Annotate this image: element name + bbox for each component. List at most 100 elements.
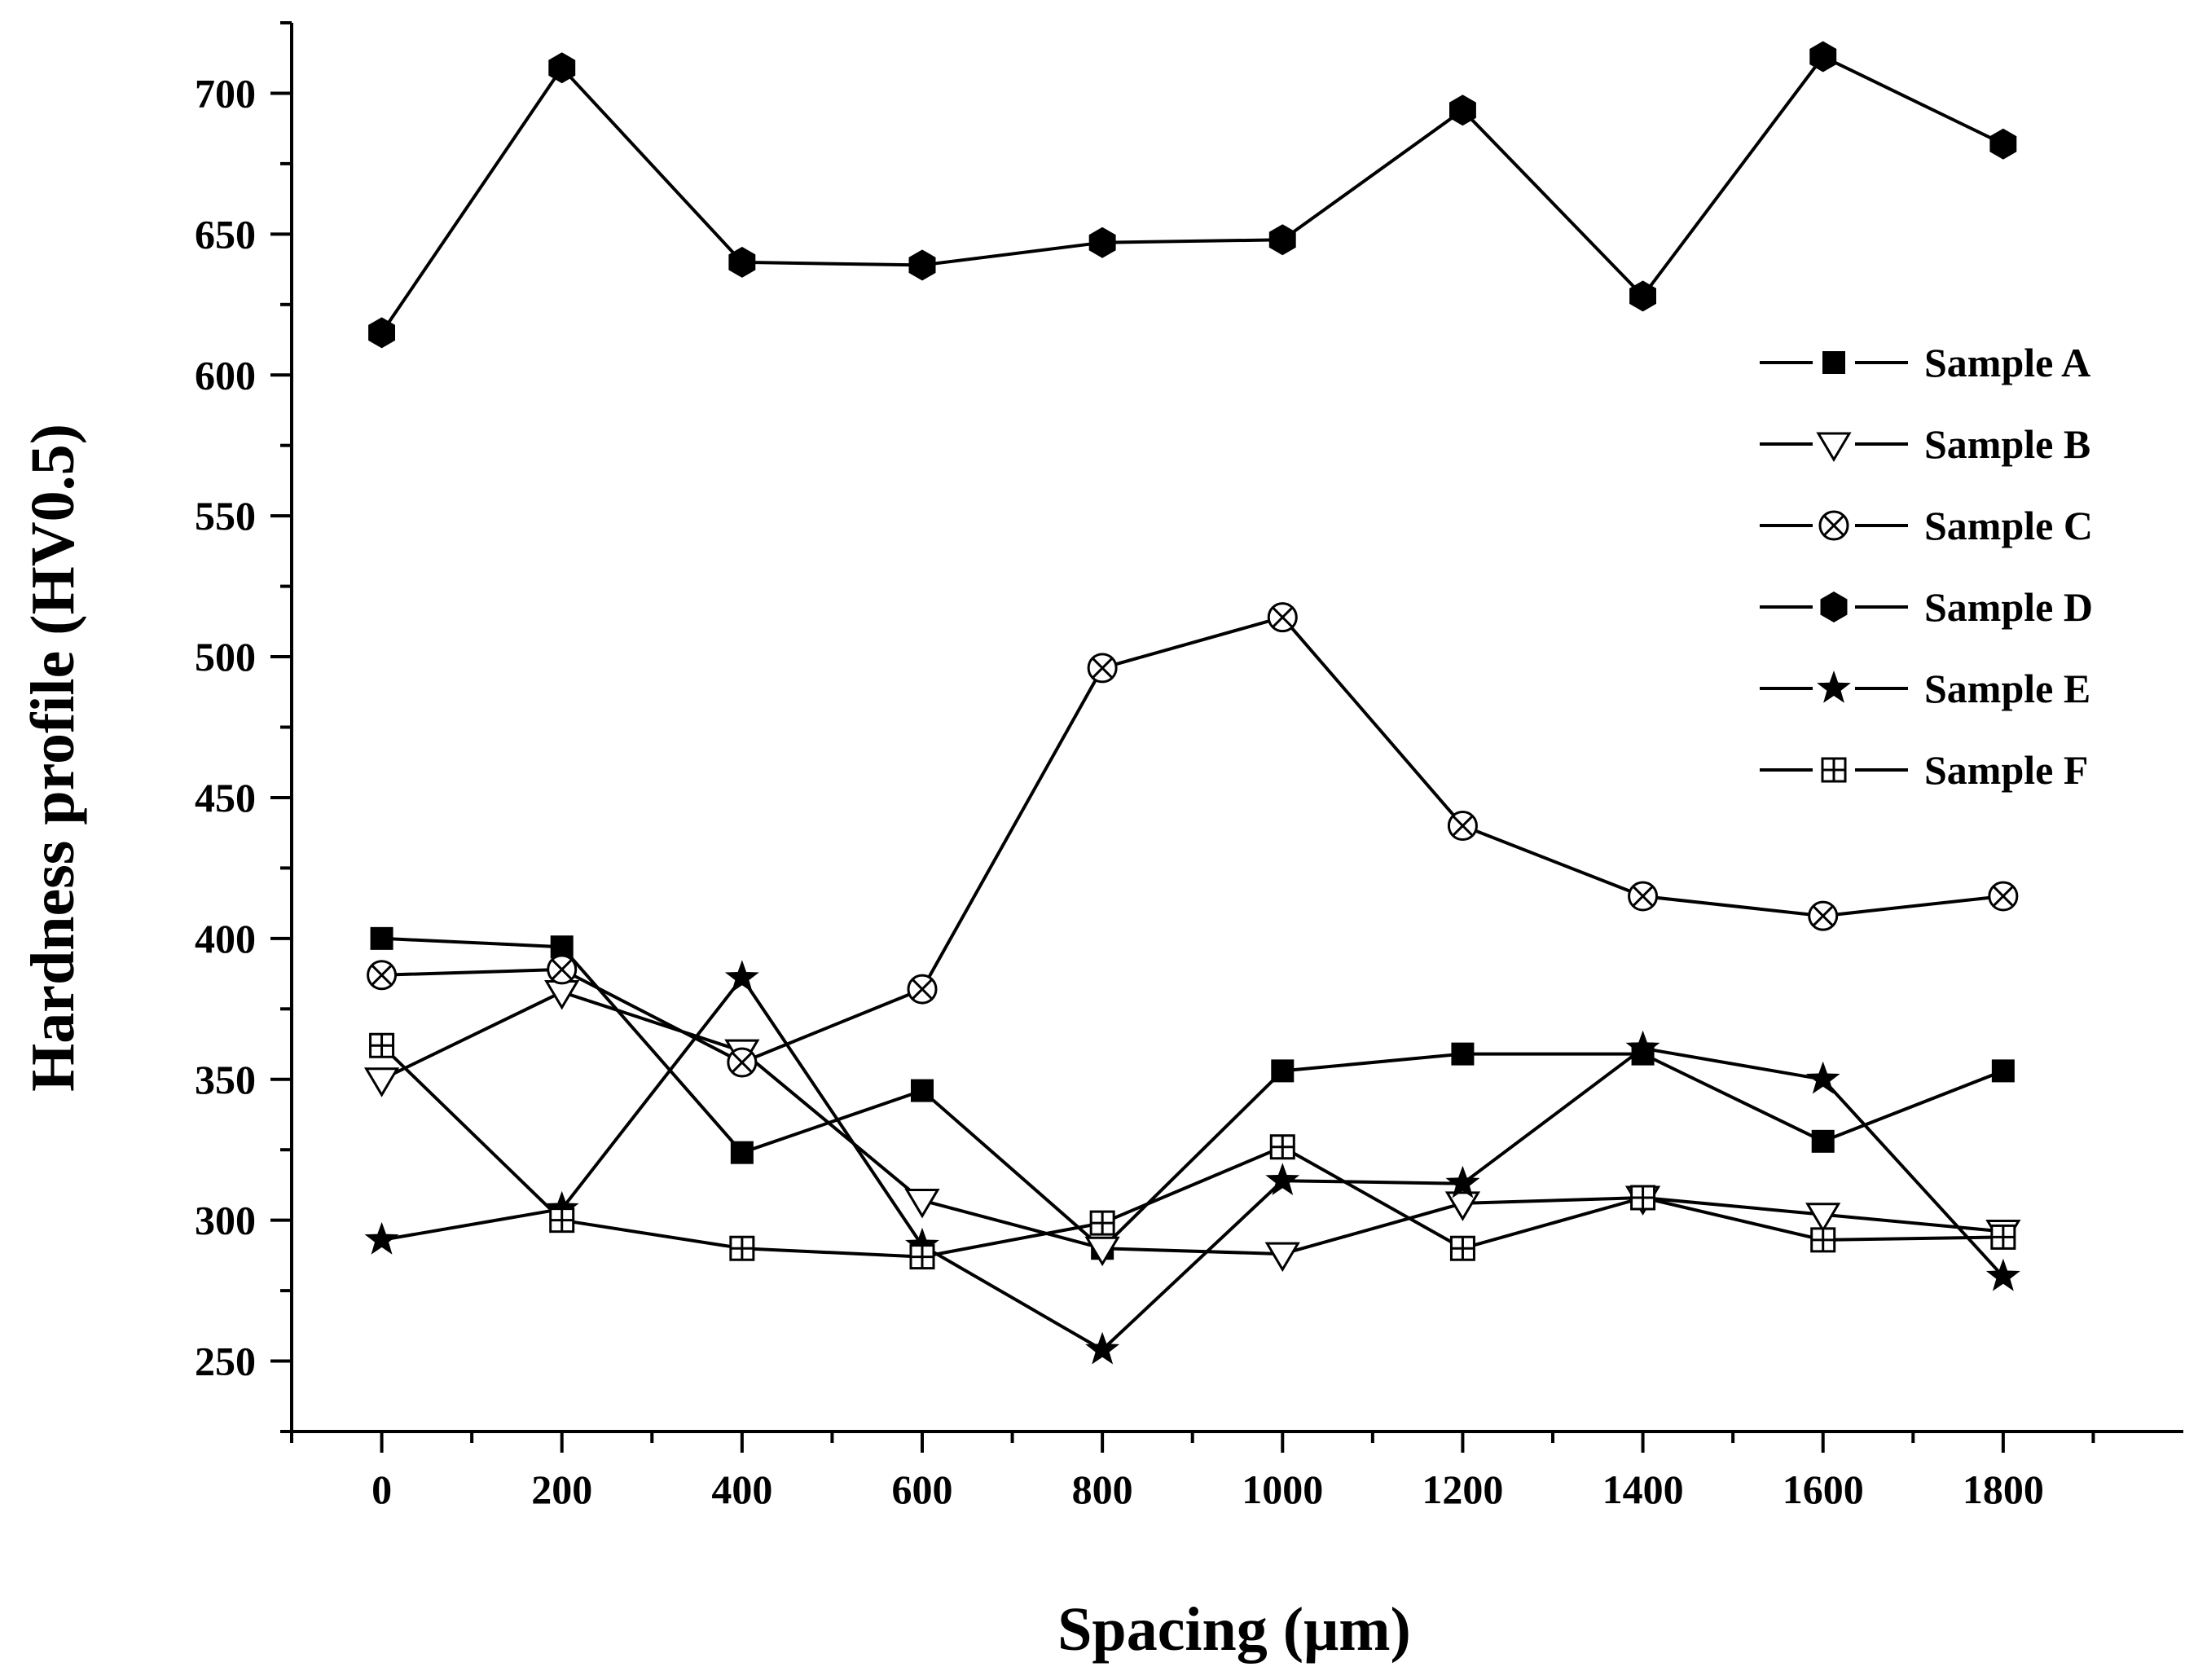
x-tick-label: 600 <box>892 1467 953 1512</box>
x-tick-label: 1400 <box>1602 1467 1684 1512</box>
series-line-sample-e <box>381 976 2005 1352</box>
x-tick-label: 400 <box>711 1467 772 1512</box>
legend-label: Sample F <box>1924 747 2088 793</box>
legend-marker <box>1821 757 1847 783</box>
data-point-sample-c <box>1988 881 2019 912</box>
data-point-sample-c <box>367 960 398 991</box>
data-point-sample-a <box>1991 1059 2015 1083</box>
legend-item: Sample C <box>1760 503 2093 548</box>
data-point-sample-c <box>727 1047 758 1078</box>
x-tick-label: 200 <box>531 1467 592 1512</box>
data-point-sample-d <box>728 246 756 278</box>
data-point-sample-a <box>1811 1129 1835 1153</box>
data-point-sample-a <box>730 1141 754 1164</box>
series-line-sample-a <box>381 936 2004 1251</box>
data-point-sample-c <box>1628 881 1659 912</box>
legend-marker <box>1822 351 1845 374</box>
x-axis-title: Spacing (μm) <box>1057 1595 1411 1664</box>
data-point-sample-e <box>364 1221 399 1255</box>
data-point-sample-e <box>1445 1165 1480 1198</box>
data-point-sample-d <box>1268 224 1296 256</box>
data-point-sample-e <box>1265 1163 1300 1195</box>
data-point-sample-d <box>368 317 395 349</box>
data-point-sample-d <box>1629 280 1656 312</box>
legend-marker <box>1816 432 1852 462</box>
data-point-sample-f <box>1990 1224 2016 1250</box>
data-point-sample-e <box>1625 1030 1660 1063</box>
data-point-sample-d <box>1989 128 2017 160</box>
series-markers <box>363 41 2021 1365</box>
data-point-sample-f <box>909 1244 935 1270</box>
data-point-sample-d <box>1449 95 1476 126</box>
data-point-sample-e <box>1985 1258 2020 1291</box>
data-point-sample-c <box>1447 811 1478 842</box>
y-tick-label: 250 <box>195 1339 256 1384</box>
data-point-sample-b <box>1084 1236 1120 1267</box>
data-point-sample-b <box>1444 1191 1481 1221</box>
legend-label: Sample A <box>1924 340 2090 385</box>
data-point-sample-d <box>1088 226 1116 258</box>
legend-marker <box>1818 510 1849 541</box>
data-point-sample-b <box>363 1067 400 1097</box>
data-point-sample-c <box>907 974 938 1005</box>
legend-item: Sample A <box>1760 340 2090 385</box>
x-tick-label: 1000 <box>1242 1467 1323 1512</box>
data-point-sample-e <box>1085 1331 1120 1365</box>
data-point-sample-c <box>547 954 578 985</box>
legend-label: Sample C <box>1924 503 2093 548</box>
data-point-sample-b <box>1805 1203 1841 1233</box>
legend-label: Sample E <box>1924 666 2090 711</box>
series-line-sample-d <box>380 55 2004 334</box>
data-point-sample-c <box>1087 653 1118 684</box>
x-tick-label: 800 <box>1072 1467 1133 1512</box>
data-point-sample-f <box>549 1207 575 1234</box>
data-point-sample-a <box>911 1079 934 1102</box>
data-point-sample-d <box>1809 41 1837 73</box>
data-point-sample-b <box>1264 1242 1300 1273</box>
y-tick-label: 350 <box>195 1057 256 1102</box>
legend-item: Sample D <box>1760 584 2093 630</box>
data-point-sample-c <box>1267 602 1298 633</box>
y-tick-label: 500 <box>195 634 256 679</box>
y-tick-label: 600 <box>195 352 256 398</box>
legend-item: Sample B <box>1760 421 2090 467</box>
y-tick-label: 650 <box>195 211 256 257</box>
data-point-sample-d <box>548 52 576 84</box>
x-tick-label: 0 <box>371 1467 392 1512</box>
data-point-sample-f <box>1449 1235 1475 1261</box>
y-axis-title: Hardness profile (HV0.5) <box>19 424 87 1092</box>
series-lines <box>380 55 2005 1352</box>
data-point-sample-e <box>1805 1061 1840 1094</box>
y-tick-label: 550 <box>195 493 256 539</box>
data-point-sample-f <box>1089 1210 1115 1236</box>
x-tick-label: 1200 <box>1422 1467 1503 1512</box>
x-tick-label: 1800 <box>1963 1467 2044 1512</box>
legend-item: Sample E <box>1760 666 2090 711</box>
data-point-sample-e <box>544 1190 579 1224</box>
data-point-sample-e <box>905 1227 939 1260</box>
legend-marker <box>1820 592 1848 622</box>
data-point-sample-f <box>729 1235 755 1261</box>
data-point-sample-f <box>1810 1227 1836 1253</box>
data-point-sample-b <box>904 1188 940 1219</box>
y-tick-label: 400 <box>195 916 256 961</box>
x-tick-label: 1600 <box>1783 1467 1864 1512</box>
data-point-sample-a <box>1451 1042 1475 1066</box>
data-point-sample-e <box>724 960 759 993</box>
data-point-sample-f <box>1630 1185 1656 1211</box>
legend-marker <box>1817 671 1851 703</box>
legend-label: Sample B <box>1924 421 2090 467</box>
data-point-sample-f <box>1269 1134 1295 1160</box>
y-tick-label: 700 <box>195 70 256 116</box>
legend-item: Sample F <box>1760 747 2088 793</box>
series-line-sample-f <box>380 1044 2003 1259</box>
data-point-sample-a <box>1271 1059 1295 1083</box>
data-point-sample-a <box>370 926 393 950</box>
legend: Sample A Sample B Sample C Sample D Sample E… <box>1760 340 2093 793</box>
data-point-sample-f <box>369 1032 395 1058</box>
series-line-sample-b <box>380 990 2004 1256</box>
y-tick-label: 300 <box>195 1198 256 1243</box>
legend-label: Sample D <box>1924 584 2093 630</box>
data-point-sample-d <box>908 249 936 281</box>
axes: 250 300 350 400 450 500 550 600 650 700 0 200 400 600… <box>195 21 2183 1512</box>
